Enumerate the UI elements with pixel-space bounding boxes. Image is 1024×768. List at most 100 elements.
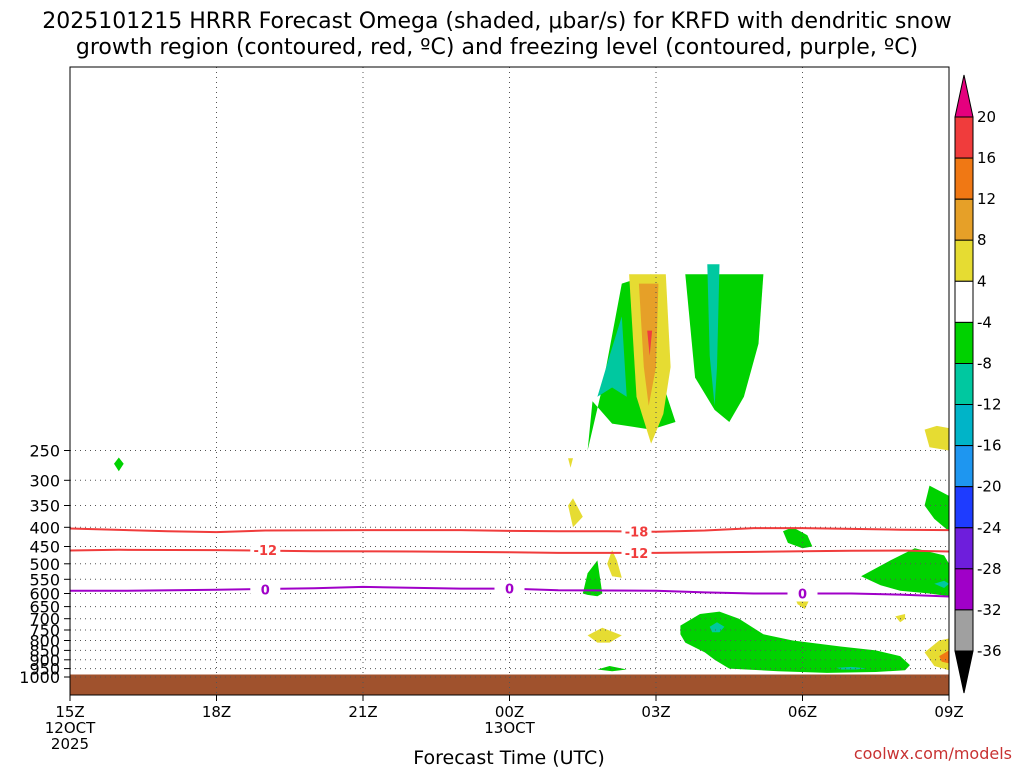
x-tick-label-00Z-2: 13OCT — [484, 719, 535, 737]
colorbar-label-12: 12 — [977, 190, 996, 208]
ground-layer — [70, 674, 949, 695]
colorbar-label-4: 4 — [977, 272, 987, 290]
dgz-minus-18-label-1: -18 — [625, 525, 649, 540]
freezing-level-label-bg-3 — [787, 585, 818, 602]
omega-colorbar: 20 16 12 8 4 -4 -8 -12 -16 -20 -24 -28 -32 -36 — [954, 74, 1002, 694]
y-tick-label-350: 350 — [29, 497, 60, 516]
freezing-level-label-bg-2 — [494, 580, 525, 597]
omega-region-3 — [597, 316, 627, 397]
omega-region-26 — [939, 650, 949, 664]
colorbar-label--4: -4 — [977, 313, 992, 331]
colorbar-swatch-1 — [954, 116, 974, 159]
x-tick-label-18Z-1: 18Z — [202, 703, 231, 721]
x-tick-label-03Z-1: 03Z — [641, 703, 670, 721]
colorbar-swatch-13 — [954, 609, 974, 652]
x-tick-label-21Z-1: 21Z — [348, 703, 377, 721]
omega-region-12 — [924, 485, 949, 532]
x-tick-label-15Z-2: 12OCT — [45, 719, 96, 737]
y-tick-label-1000: 1000 — [19, 668, 60, 687]
dgz-minus-12-label-bg-2 — [621, 544, 652, 561]
colorbar-label--28: -28 — [977, 560, 1002, 578]
colorbar-swatch-11 — [954, 527, 974, 570]
omega-region-1 — [114, 457, 124, 472]
omega-region-19 — [895, 614, 906, 623]
freezing-level-label-3: 0 — [798, 588, 807, 603]
omega-region-8 — [647, 330, 653, 356]
colorbar-swatch-4 — [954, 239, 974, 282]
colorbar-swatch-7 — [954, 363, 974, 406]
y-tick-label-450: 450 — [29, 538, 60, 557]
y-tick-label-650: 650 — [29, 598, 60, 617]
y-tick-label-700: 700 — [29, 610, 60, 629]
omega-region-13 — [924, 425, 949, 451]
omega-region-24 — [597, 666, 627, 672]
colorbar-label--8: -8 — [977, 355, 992, 373]
omega-region-9 — [568, 458, 573, 468]
omega-region-16 — [861, 548, 949, 597]
omega-region-25 — [924, 638, 949, 671]
y-tick-label-550: 550 — [29, 570, 60, 589]
colorbar-swatch-5 — [954, 280, 974, 323]
colorbar-label-20: 20 — [977, 108, 996, 126]
colorbar-label--32: -32 — [977, 601, 1002, 619]
colorbar-swatch-6 — [954, 321, 974, 364]
x-tick-label-09Z-1: 09Z — [934, 703, 963, 721]
omega-region-10 — [568, 498, 583, 528]
dgz-minus-12-label-bg-1 — [250, 542, 281, 559]
colorbar-label--20: -20 — [977, 478, 1002, 496]
dgz-minus-12-label-2: -12 — [625, 547, 649, 562]
omega-region-11 — [783, 527, 813, 549]
contour-layer: -18 -12 -12 0 0 0 — [69, 523, 950, 603]
y-tick-label-750: 750 — [29, 621, 60, 640]
dgz-minus-18-label-bg-1 — [621, 523, 652, 540]
freezing-level-label-bg-1 — [250, 581, 281, 598]
colorbar-label--12: -12 — [977, 396, 1002, 414]
omega-region-4 — [685, 274, 764, 422]
colorbar-label-8: 8 — [977, 231, 987, 249]
colorbar-label--24: -24 — [977, 519, 1002, 537]
omega-region-14 — [607, 550, 622, 578]
y-tick-label-250: 250 — [29, 442, 60, 461]
colorbar-swatch-10 — [954, 486, 974, 529]
y-tick-label-300: 300 — [29, 471, 60, 490]
colorbar-label-16: 16 — [977, 149, 996, 167]
dgz-minus-12-label-1: -12 — [254, 544, 278, 559]
pressure-axis: 250 300 350 4004505005506006507007508008509… — [19, 442, 70, 687]
dgz-minus-18-line — [69, 527, 950, 534]
omega-region-5 — [707, 264, 720, 406]
colorbar-swatch-3 — [954, 198, 974, 241]
chart-title-line-1: 2025101215 HRRR Forecast Omega (shaded, … — [42, 9, 952, 34]
x-tick-label-00Z-1: 00Z — [495, 703, 524, 721]
y-tick-label-800: 800 — [29, 632, 60, 651]
freezing-level-label-2: 0 — [505, 583, 514, 598]
freezing-level-line — [70, 585, 950, 598]
y-tick-label-950: 950 — [29, 660, 60, 679]
colorbar-top-triangle — [954, 74, 974, 118]
site-credit: coolwx.com/models — [854, 744, 1012, 763]
y-tick-label-500: 500 — [29, 555, 60, 574]
colorbar-bottom-triangle — [954, 650, 974, 694]
colorbar-swatch-9 — [954, 445, 974, 488]
omega-region-22 — [836, 666, 866, 670]
y-tick-label-400: 400 — [29, 518, 60, 537]
y-tick-label-850: 850 — [29, 641, 60, 660]
colorbar-swatch-8 — [954, 404, 974, 447]
omega-shading-layer — [114, 264, 949, 673]
x-tick-label-15Z-1: 15Z — [55, 703, 84, 721]
omega-region-20 — [680, 611, 910, 673]
y-tick-label-900: 900 — [29, 651, 60, 670]
ground-surface — [70, 674, 949, 695]
x-tick-label-06Z-1: 06Z — [788, 703, 817, 721]
chart-title-line-2: growth region (contoured, red, ºC) and f… — [76, 35, 918, 60]
colorbar-label--36: -36 — [977, 642, 1002, 660]
omega-region-17 — [934, 580, 949, 588]
colorbar-label--16: -16 — [977, 437, 1002, 455]
omega-region-15 — [582, 560, 603, 597]
colorbar-swatch-12 — [954, 568, 974, 611]
x-tick-label-15Z-3: 2025 — [51, 735, 89, 753]
y-tick-label-600: 600 — [29, 585, 60, 604]
dgz-minus-12-line — [69, 548, 950, 554]
colorbar-swatch-2 — [954, 157, 974, 200]
